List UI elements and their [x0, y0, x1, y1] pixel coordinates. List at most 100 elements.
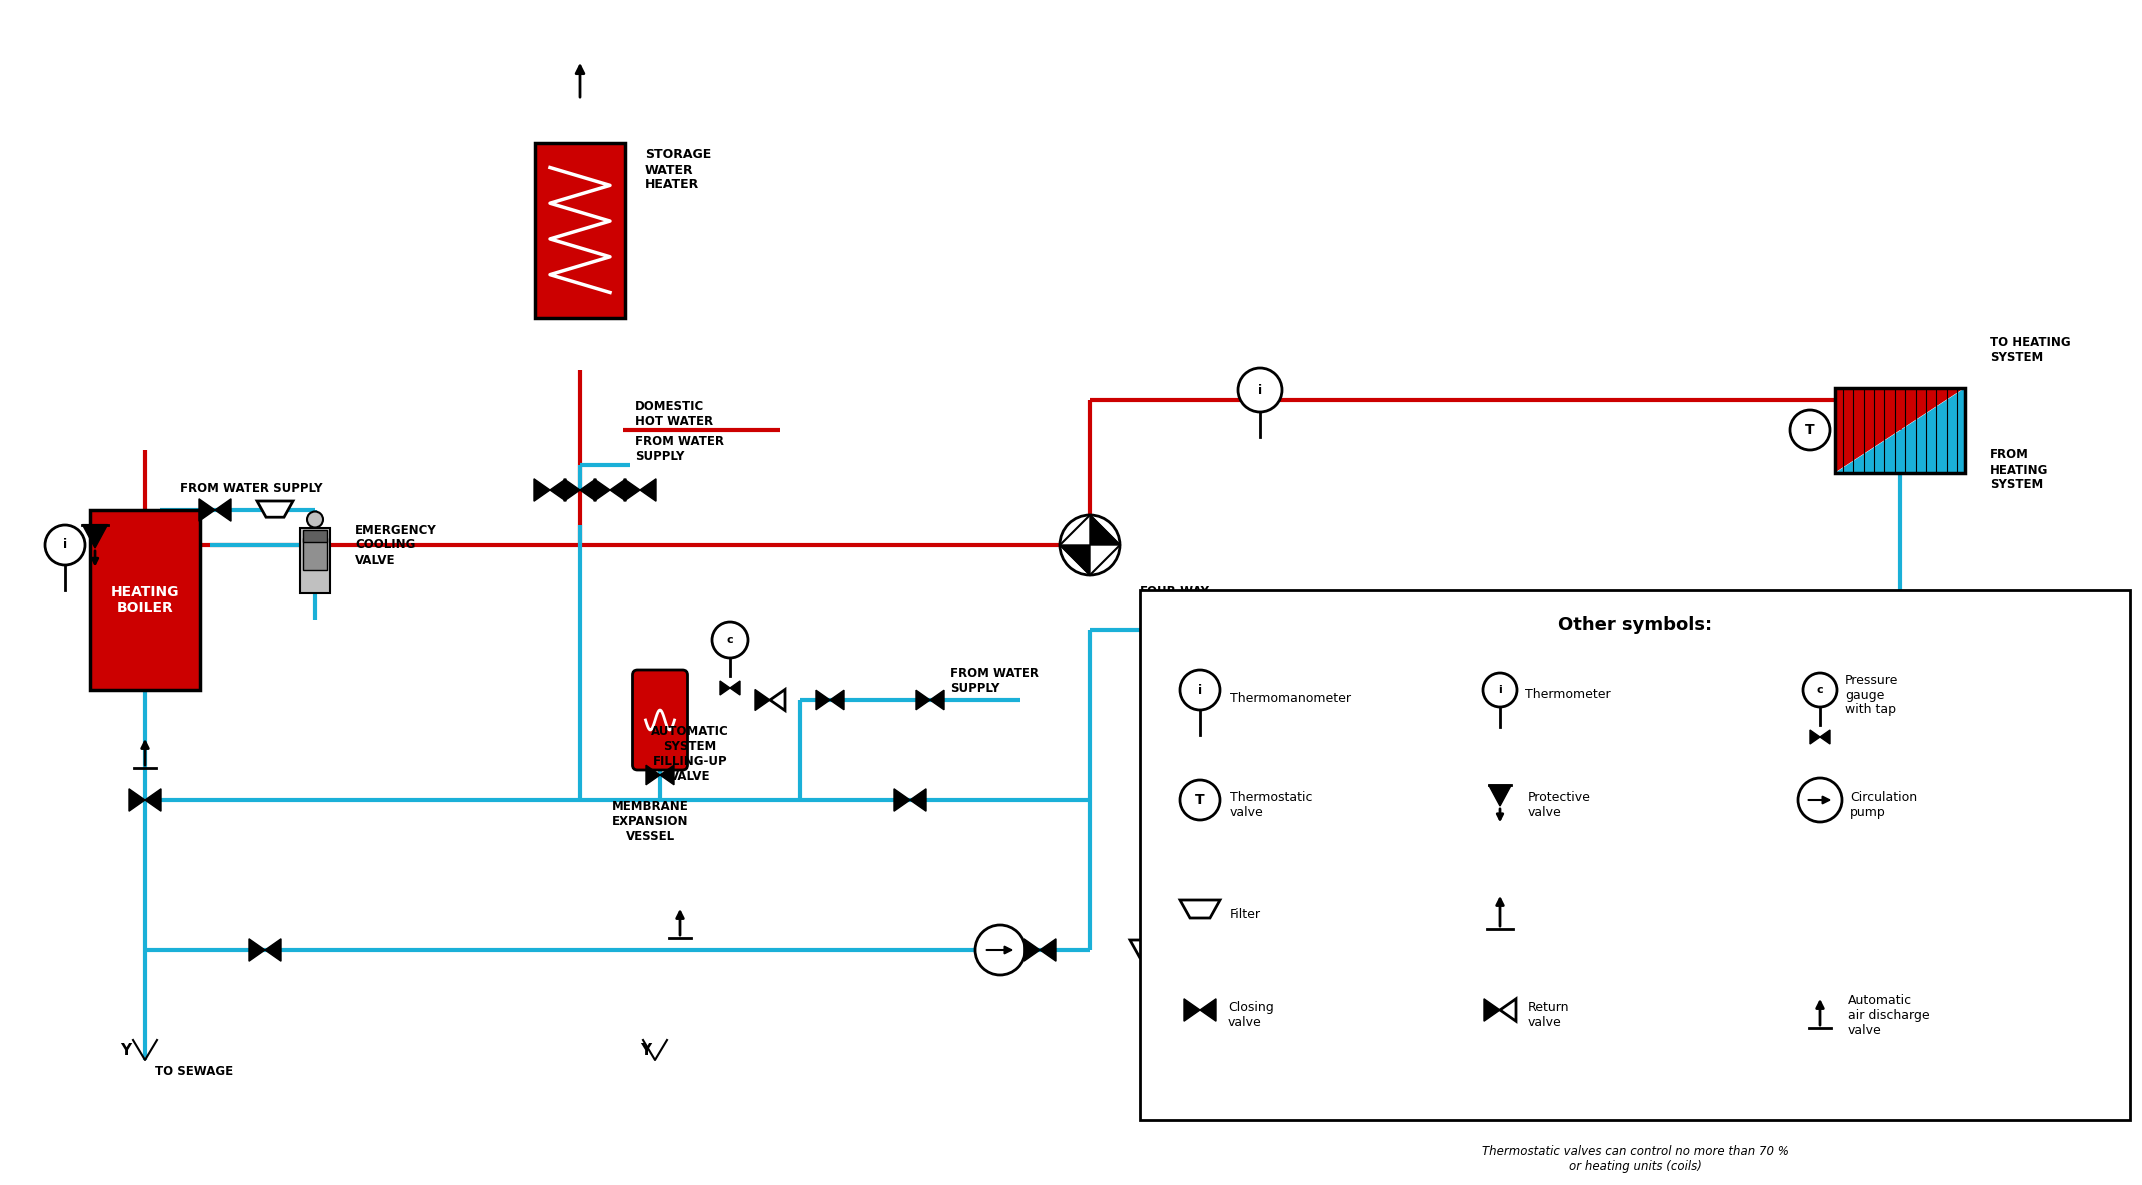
Circle shape: [306, 512, 323, 527]
Polygon shape: [1041, 939, 1056, 961]
Text: TO SEWAGE: TO SEWAGE: [154, 1065, 233, 1078]
Text: Thermostatic
valve: Thermostatic valve: [1230, 792, 1313, 819]
Polygon shape: [257, 501, 293, 517]
Polygon shape: [1060, 515, 1120, 575]
Polygon shape: [829, 690, 844, 710]
Circle shape: [45, 525, 86, 565]
Polygon shape: [81, 525, 107, 547]
Polygon shape: [199, 499, 214, 521]
Polygon shape: [1499, 999, 1517, 1021]
Circle shape: [1482, 673, 1517, 707]
Polygon shape: [1131, 940, 1170, 957]
Polygon shape: [1024, 939, 1041, 961]
Circle shape: [1797, 779, 1842, 822]
Text: Y: Y: [640, 1043, 651, 1058]
Text: Filter: Filter: [1230, 909, 1262, 922]
Text: MEMBRANE
EXPANSION
VESSEL: MEMBRANE EXPANSION VESSEL: [613, 800, 688, 843]
Bar: [302, 530, 328, 542]
FancyBboxPatch shape: [632, 670, 688, 770]
Circle shape: [711, 622, 748, 658]
Text: Pressure
gauge
with tap: Pressure gauge with tap: [1844, 673, 1898, 717]
Text: FROM WATER
SUPPLY: FROM WATER SUPPLY: [951, 667, 1039, 694]
Polygon shape: [910, 789, 925, 812]
Bar: [300, 527, 330, 592]
Polygon shape: [1253, 619, 1270, 641]
Text: STORAGE
WATER
HEATER: STORAGE WATER HEATER: [645, 148, 711, 192]
Polygon shape: [1185, 999, 1200, 1021]
Polygon shape: [754, 690, 769, 711]
Bar: [90, 510, 199, 690]
Text: FROM
HEATING
SYSTEM: FROM HEATING SYSTEM: [1990, 448, 2048, 492]
Polygon shape: [769, 690, 784, 711]
Text: Return
valve: Return valve: [1527, 1001, 1570, 1029]
Polygon shape: [129, 789, 146, 812]
Polygon shape: [720, 681, 730, 694]
Polygon shape: [1270, 619, 1285, 641]
Polygon shape: [1180, 899, 1221, 918]
Polygon shape: [623, 479, 640, 501]
Polygon shape: [647, 766, 660, 784]
Text: i: i: [1257, 384, 1262, 397]
Text: FROM WATER SUPPLY: FROM WATER SUPPLY: [180, 482, 323, 495]
Circle shape: [1292, 611, 1328, 648]
Text: T: T: [1195, 793, 1204, 807]
Polygon shape: [1810, 730, 1821, 744]
Polygon shape: [1821, 730, 1829, 744]
Polygon shape: [593, 479, 610, 501]
Text: c: c: [1816, 685, 1823, 694]
Circle shape: [1180, 670, 1221, 710]
Text: DOMESTIC
HOT WATER: DOMESTIC HOT WATER: [634, 401, 713, 428]
Polygon shape: [1484, 999, 1499, 1021]
Bar: [536, 142, 625, 318]
Text: i: i: [1497, 685, 1502, 694]
Polygon shape: [533, 479, 550, 501]
Text: Automatic
air discharge
valve: Automatic air discharge valve: [1849, 993, 1930, 1037]
Polygon shape: [266, 939, 281, 961]
Polygon shape: [214, 499, 231, 521]
Text: Other symbols:: Other symbols:: [1557, 616, 1711, 634]
Text: Protective
valve: Protective valve: [1527, 792, 1592, 819]
Text: TO HEATING
SYSTEM: TO HEATING SYSTEM: [1990, 337, 2071, 364]
Circle shape: [1238, 369, 1283, 412]
Text: T: T: [1806, 423, 1814, 437]
Polygon shape: [640, 479, 655, 501]
Text: Thermostatic valves can control no more than 70 %
or heating units (coils): Thermostatic valves can control no more …: [1482, 1145, 1789, 1173]
Polygon shape: [917, 690, 930, 710]
Bar: [1836, 387, 1964, 473]
Circle shape: [1060, 515, 1120, 575]
Polygon shape: [146, 789, 161, 812]
Text: i: i: [1197, 684, 1202, 697]
Text: c: c: [726, 635, 733, 645]
Circle shape: [975, 925, 1026, 975]
Polygon shape: [1200, 999, 1217, 1021]
Text: Closing
valve: Closing valve: [1227, 1001, 1274, 1029]
Text: Thermometer: Thermometer: [1525, 688, 1611, 702]
Text: i: i: [62, 538, 66, 551]
Polygon shape: [1090, 515, 1120, 545]
Polygon shape: [930, 690, 945, 710]
Text: i: i: [1309, 624, 1311, 635]
Polygon shape: [1334, 939, 1349, 961]
Circle shape: [1791, 410, 1829, 450]
Polygon shape: [550, 479, 565, 501]
Text: EMERGENCY
COOLING
VALVE: EMERGENCY COOLING VALVE: [356, 524, 437, 566]
Text: AUTOMATIC
SYSTEM
FILLING-UP
VALVE: AUTOMATIC SYSTEM FILLING-UP VALVE: [651, 725, 728, 783]
Polygon shape: [580, 479, 595, 501]
Polygon shape: [660, 766, 675, 784]
Polygon shape: [1489, 786, 1512, 806]
Text: FOUR-WAY
MIXING
VALVE: FOUR-WAY MIXING VALVE: [1140, 585, 1210, 628]
Polygon shape: [610, 479, 625, 501]
Circle shape: [1804, 673, 1838, 707]
Bar: [1140, 590, 2129, 1120]
Polygon shape: [730, 681, 739, 694]
Polygon shape: [816, 690, 829, 710]
Bar: [302, 538, 328, 570]
Polygon shape: [893, 789, 910, 812]
Polygon shape: [1836, 387, 1964, 473]
Polygon shape: [248, 939, 266, 961]
Circle shape: [1180, 780, 1221, 820]
Polygon shape: [1060, 545, 1090, 575]
Text: HEATING
BOILER: HEATING BOILER: [111, 585, 180, 615]
Polygon shape: [1349, 939, 1367, 961]
Polygon shape: [563, 479, 580, 501]
